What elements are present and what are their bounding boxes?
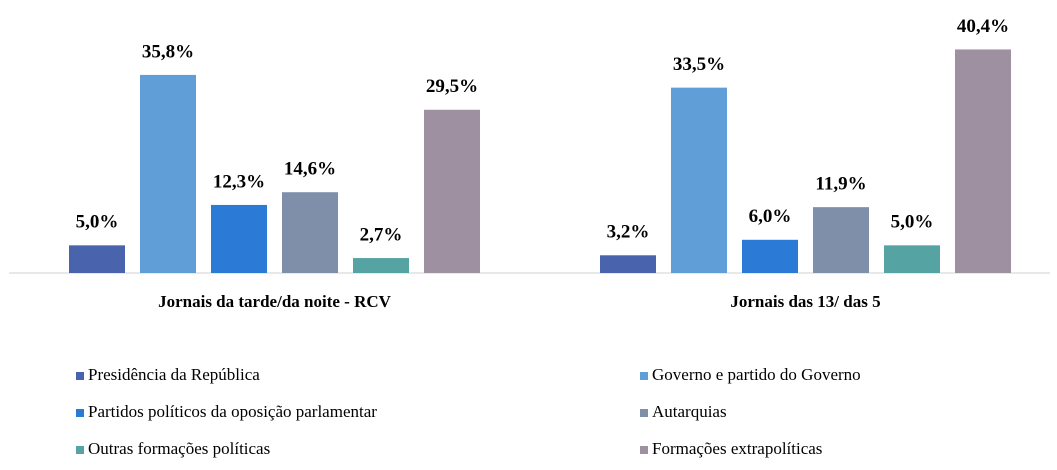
bar xyxy=(282,192,338,273)
x-tick-label: Jornais das 13/ das 5 xyxy=(730,292,880,311)
legend-label: Autarquias xyxy=(652,402,727,421)
legend-swatch xyxy=(640,446,648,454)
bar xyxy=(884,245,940,273)
data-label: 40,4% xyxy=(957,16,1009,37)
data-label: 14,6% xyxy=(284,159,336,180)
legend-label: Presidência da República xyxy=(88,365,260,384)
data-label: 5,0% xyxy=(76,212,119,233)
data-label: 35,8% xyxy=(142,41,194,62)
bar xyxy=(600,255,656,273)
legend-label: Outras formações políticas xyxy=(88,439,270,458)
legend-label: Formações extrapolíticas xyxy=(652,439,822,458)
data-label: 3,2% xyxy=(607,222,650,243)
bar xyxy=(424,109,480,274)
legend-swatch xyxy=(76,372,84,380)
x-tick-label: Jornais da tarde/da noite - RCV xyxy=(158,292,392,311)
bar xyxy=(671,87,727,273)
legend-swatch xyxy=(640,372,648,380)
data-label: 29,5% xyxy=(426,76,478,97)
legend-label: Partidos políticos da oposição parlament… xyxy=(88,402,377,421)
data-label: 11,9% xyxy=(815,174,866,195)
data-label: 2,7% xyxy=(360,224,403,245)
data-label: 33,5% xyxy=(673,54,725,75)
bar xyxy=(69,245,125,273)
bar xyxy=(955,49,1011,273)
data-label: 5,0% xyxy=(891,212,934,233)
legend-swatch xyxy=(76,409,84,417)
data-label: 12,3% xyxy=(213,171,265,192)
bar xyxy=(353,258,409,273)
bar xyxy=(813,207,869,273)
data-label: 6,0% xyxy=(749,206,792,227)
bar xyxy=(211,204,267,273)
legend-label: Governo e partido do Governo xyxy=(652,365,861,384)
legend-swatch xyxy=(640,409,648,417)
bar xyxy=(140,74,196,273)
bar xyxy=(742,239,798,273)
legend-swatch xyxy=(76,446,84,454)
